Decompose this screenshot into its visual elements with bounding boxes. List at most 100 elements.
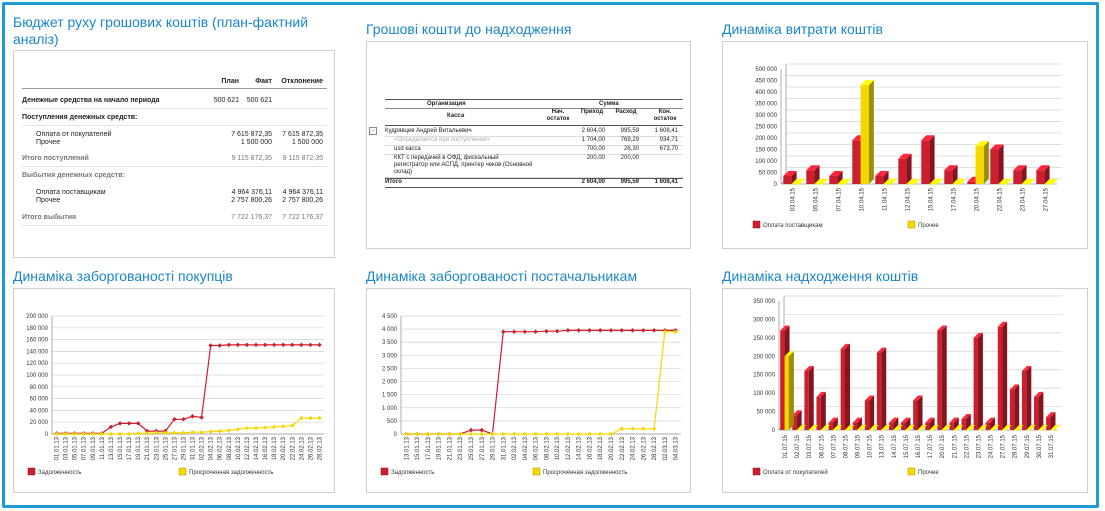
data-point[interactable] [290,342,295,348]
data-point[interactable] [533,431,538,437]
data-point[interactable] [217,343,222,348]
bar[interactable] [990,144,1004,185]
data-point[interactable] [181,416,186,422]
data-point[interactable] [317,415,322,421]
data-point[interactable] [641,426,646,432]
data-point[interactable] [522,431,528,437]
data-point[interactable] [554,328,560,334]
data-point[interactable] [117,421,123,426]
bar[interactable] [883,179,897,185]
legend-item[interactable]: Оплата поставщикам [752,220,823,229]
bar[interactable] [829,170,843,184]
suppliers-debt-title[interactable]: Динаміка заборгованості постачальникам [366,268,638,284]
legend-item[interactable]: Просроченная задолженность [532,467,627,476]
data-point[interactable] [235,427,241,432]
legend-item[interactable]: Прочее [907,220,939,229]
bar[interactable] [977,425,988,431]
bar[interactable] [888,417,899,430]
bar[interactable] [961,413,971,430]
bar[interactable] [1021,366,1032,430]
data-point[interactable] [117,431,123,437]
data-point[interactable] [280,424,286,429]
bar[interactable] [901,417,911,430]
bar[interactable] [792,410,802,430]
budget-title[interactable]: Бюджет руху грошових коштів (план-фактни… [13,14,343,48]
data-point[interactable] [511,329,517,334]
collapse-icon[interactable]: − [369,127,377,135]
data-point[interactable] [317,342,322,348]
bar[interactable] [860,80,874,184]
bar[interactable] [804,366,814,430]
bar[interactable] [1013,165,1027,184]
bar[interactable] [808,425,819,431]
bar[interactable] [965,425,976,431]
bar[interactable] [1034,391,1044,430]
inflow-title[interactable]: Динаміка надходження коштів [722,268,919,284]
legend-item[interactable]: Задолженность [27,467,81,476]
data-point[interactable] [208,343,213,348]
bar[interactable] [941,425,952,431]
bar[interactable] [881,425,891,431]
bar[interactable] [953,425,964,431]
bar[interactable] [1026,425,1036,431]
data-point[interactable] [490,431,495,437]
data-point[interactable] [651,426,657,432]
legend-item[interactable]: Просроченная задолженность [178,467,273,476]
data-point[interactable] [81,431,86,437]
data-point[interactable] [54,431,59,437]
data-point[interactable] [90,431,96,437]
data-point[interactable] [190,414,195,419]
data-point[interactable] [619,426,625,432]
data-point[interactable] [108,431,114,437]
bar[interactable] [1036,165,1050,184]
data-point[interactable] [479,431,485,437]
bar[interactable] [944,165,958,184]
bar[interactable] [837,179,851,185]
bar[interactable] [820,425,831,431]
legend-item[interactable]: Оплата от покупателей [752,467,828,476]
bar[interactable] [1050,425,1060,431]
bar[interactable] [990,425,1000,431]
data-point[interactable] [404,431,409,437]
data-point[interactable] [608,328,614,333]
bar[interactable] [975,141,989,184]
data-point[interactable] [199,415,204,420]
data-point[interactable] [597,328,603,333]
bar[interactable] [876,347,887,430]
data-point[interactable] [425,431,431,437]
bar[interactable] [796,425,806,431]
bar[interactable] [997,321,1008,430]
data-point[interactable] [226,342,232,348]
data-point[interactable] [253,342,259,348]
data-point[interactable] [235,342,241,348]
data-point[interactable] [253,425,259,431]
bar[interactable] [1002,425,1012,431]
data-point[interactable] [244,342,250,348]
bar[interactable] [791,179,805,185]
bar[interactable] [840,343,850,430]
bar[interactable] [828,417,838,430]
data-point[interactable] [63,431,68,437]
bar[interactable] [832,425,843,431]
bar[interactable] [816,391,826,430]
bar[interactable] [973,332,983,430]
bar[interactable] [1046,412,1056,430]
data-point[interactable] [544,328,549,334]
bar[interactable] [875,170,889,184]
bar[interactable] [917,425,927,431]
bar[interactable] [893,425,903,431]
bar[interactable] [898,153,912,184]
data-point[interactable] [511,431,517,437]
bar[interactable] [783,170,797,184]
data-point[interactable] [280,342,286,348]
data-point[interactable] [308,415,313,421]
bar[interactable] [906,179,920,185]
data-point[interactable] [244,425,250,431]
data-point[interactable] [597,431,603,437]
data-point[interactable] [630,426,635,432]
bar[interactable] [913,395,923,430]
data-point[interactable] [533,329,538,334]
data-point[interactable] [126,431,132,437]
data-point[interactable] [468,427,474,433]
data-point[interactable] [565,431,571,437]
